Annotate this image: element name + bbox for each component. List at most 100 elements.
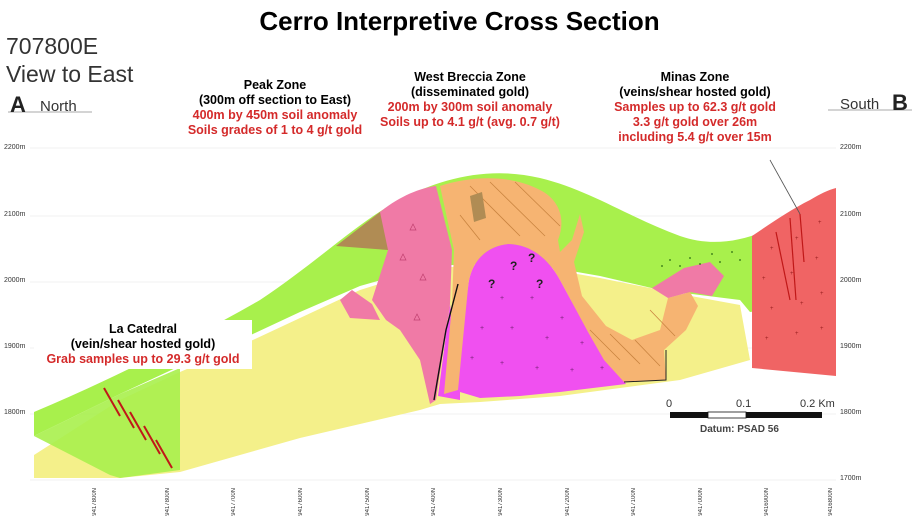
- northing-label: 9417800N: [165, 488, 171, 516]
- svg-text:+: +: [790, 271, 794, 277]
- page-title: Cerro Interpretive Cross Section: [259, 6, 660, 36]
- northing-label: 9417100N: [631, 488, 637, 516]
- minas-stipple: [661, 251, 741, 267]
- elevation-label-right: 1900m: [840, 343, 862, 350]
- la-catedral-name: La Catedral: [108, 322, 178, 336]
- northing-label: 9417600N: [298, 488, 304, 516]
- section-view-direction: View to East: [6, 61, 134, 87]
- elevation-label-left: 2000m: [4, 277, 26, 284]
- lime-unit: [34, 173, 836, 436]
- svg-text:+: +: [480, 325, 484, 332]
- minas-leader-line: [769, 159, 801, 215]
- northing-label: 9417200N: [565, 488, 571, 516]
- svg-text:+: +: [795, 236, 799, 242]
- scale-datum: Datum: PSAD 56: [700, 424, 779, 435]
- query-mark: ?: [528, 251, 535, 265]
- svg-text:+: +: [580, 340, 584, 347]
- elevation-label-left: 2100m: [4, 211, 26, 218]
- minas-zone-label: Minas Zone (veins/shear hosted gold) Sam…: [595, 70, 795, 145]
- svg-text:+: +: [470, 355, 474, 362]
- west-breccia-zone-name: West Breccia Zone: [414, 70, 526, 84]
- scale-label-1: 0.1: [736, 398, 752, 410]
- red-intrusive-unit: [752, 188, 836, 376]
- peak-zone-name: Peak Zone: [243, 78, 307, 92]
- svg-text:+: +: [815, 256, 819, 262]
- svg-text:+: +: [535, 365, 539, 372]
- northing-label: 9416800N: [828, 488, 834, 516]
- pink-breccia-tongue: [340, 290, 380, 320]
- svg-text:+: +: [545, 335, 549, 342]
- svg-text:+: +: [770, 246, 774, 252]
- catedral-veins: [103, 387, 173, 469]
- query-mark: ?: [536, 277, 543, 291]
- elevation-label-left: 1900m: [4, 343, 26, 350]
- lime-lower-wedge: [34, 368, 180, 478]
- section-end-b-letter: B: [892, 90, 908, 115]
- west-breccia-zone-line: Soils up to 4.1 g/t (avg. 0.7 g/t): [380, 115, 560, 129]
- pink-breccia-unit: [372, 186, 452, 404]
- query-marks: ? ? ? ?: [488, 251, 543, 291]
- la-catedral-label: La Catedral (vein/shear hosted gold) Gra…: [34, 320, 252, 369]
- pink-fragment-minas: [652, 262, 724, 298]
- svg-text:+: +: [800, 301, 804, 307]
- west-breccia-zone-label: West Breccia Zone (disseminated gold) 20…: [370, 70, 570, 130]
- northing-label: 9417500N: [365, 488, 371, 516]
- svg-text:+: +: [530, 295, 534, 302]
- section-end-a-label: North: [40, 98, 77, 115]
- scale-bar: [670, 411, 822, 419]
- brown-unit: [336, 212, 392, 250]
- northing-label: 9417800N: [92, 488, 98, 516]
- scale-label-0: 0: [666, 398, 673, 410]
- svg-text:+: +: [795, 331, 799, 337]
- magenta-crosses: + + + + + + + + + + + +: [470, 295, 604, 374]
- svg-text:+: +: [818, 220, 822, 226]
- svg-text:+: +: [510, 325, 514, 332]
- minas-zone-line: including 5.4 g/t over 15m: [618, 130, 772, 144]
- peak-zone-label: Peak Zone (300m off section to East) 400…: [170, 78, 380, 138]
- svg-text:+: +: [560, 315, 564, 322]
- orange-breccia-unit: [440, 178, 698, 394]
- west-breccia-zone-line: 200m by 300m soil anomaly: [387, 100, 553, 114]
- magenta-intrusive-unit: [452, 244, 626, 398]
- svg-text:+: +: [762, 276, 766, 282]
- section-coordinate: 707800E View to East: [6, 32, 133, 88]
- peak-zone-line: Soils grades of 1 to 4 g/t gold: [187, 123, 363, 137]
- query-mark: ?: [488, 277, 495, 291]
- elevation-label-right: 1700m: [840, 475, 862, 482]
- northing-label: 9416900N: [764, 488, 770, 516]
- svg-text:+: +: [770, 306, 774, 312]
- peak-zone-note: (300m off section to East): [198, 93, 352, 107]
- northing-label: 9417700N: [231, 488, 237, 516]
- northing-label: 9417300N: [498, 488, 504, 516]
- northing-label: 9417400N: [431, 488, 437, 516]
- minas-zone-note: (veins/shear hosted gold): [619, 85, 771, 99]
- la-catedral-line: Grab samples up to 29.3 g/t gold: [46, 352, 240, 366]
- peak-zone-line: 400m by 450m soil anomaly: [192, 108, 358, 122]
- section-end-b-label: South: [840, 96, 880, 113]
- minas-zone-name: Minas Zone: [660, 70, 730, 84]
- minas-shear-veins: [775, 213, 805, 301]
- svg-text:+: +: [500, 295, 504, 302]
- contact-line: [623, 350, 667, 383]
- northing-label: 9417000N: [698, 488, 704, 516]
- elevation-label-right: 1800m: [840, 409, 862, 416]
- svg-text:+: +: [765, 336, 769, 342]
- section-end-a-letter: A: [10, 92, 26, 117]
- elevation-label-right: 2000m: [840, 277, 862, 284]
- pink-triangle-marks: [399, 223, 427, 321]
- elevation-label-left: 2200m: [4, 144, 26, 151]
- minas-zone-line: 3.3 g/t gold over 26m: [632, 115, 758, 129]
- query-mark: ?: [510, 259, 517, 273]
- la-catedral-note: (vein/shear hosted gold): [70, 337, 216, 351]
- svg-text:+: +: [820, 326, 824, 332]
- brown-clast: [470, 192, 486, 222]
- scale-label-2: 0.2 Km: [800, 398, 835, 410]
- elevation-label-right: 2200m: [840, 144, 862, 151]
- section-easting: 707800E: [6, 33, 99, 59]
- svg-text:+: +: [600, 365, 604, 372]
- red-crosses: + + + + + + + + + + + +: [762, 220, 824, 342]
- minas-zone-line: Samples up to 62.3 g/t gold: [614, 100, 776, 114]
- svg-text:+: +: [500, 360, 504, 367]
- fault-line: [433, 283, 459, 401]
- svg-text:+: +: [820, 291, 824, 297]
